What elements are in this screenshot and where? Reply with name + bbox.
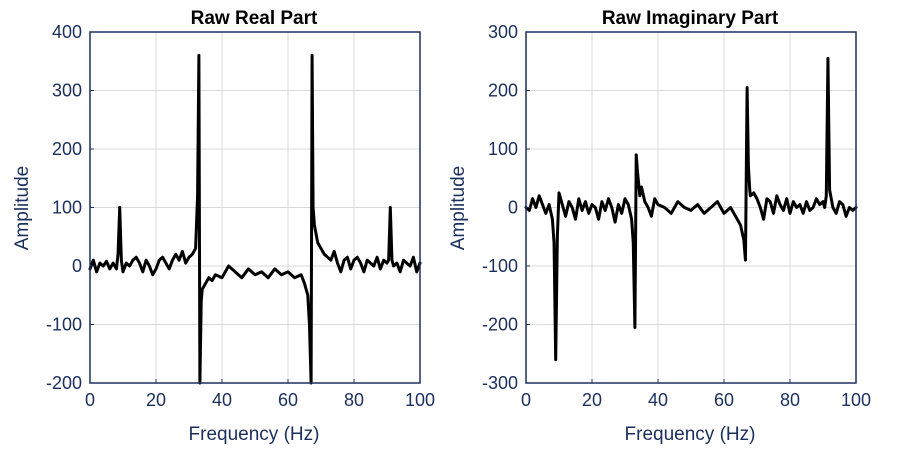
- y-tick-label: -100: [482, 256, 518, 276]
- series-line: [524, 56, 858, 362]
- y-tick-label: -100: [46, 315, 82, 335]
- series-layer: [88, 53, 422, 385]
- y-tick-label: 0: [72, 256, 82, 276]
- grid: [90, 32, 420, 383]
- y-tick-label: 300: [52, 81, 82, 101]
- grid: [526, 32, 856, 383]
- x-tick-label: 0: [521, 390, 531, 410]
- x-tick-label: 20: [146, 390, 166, 410]
- x-axis-label: Frequency (Hz): [189, 424, 320, 445]
- y-tick-label: 200: [488, 81, 518, 101]
- ticks: 0 20 40 60 80 100 -200 -100 0 100 200 300 400: [46, 22, 435, 410]
- x-tick-label: 20: [582, 390, 602, 410]
- x-tick-label: 100: [841, 390, 871, 410]
- y-tick-label: 100: [52, 198, 82, 218]
- y-tick-label: -300: [482, 373, 518, 393]
- x-tick-label: 40: [648, 390, 668, 410]
- x-tick-label: 40: [212, 390, 232, 410]
- y-tick-label: -200: [46, 373, 82, 393]
- chart-raw-imaginary-part: Raw Imaginary Part 0 20 40 60 80 100 -300 -200 -…: [448, 8, 871, 445]
- y-tick-label: 100: [488, 139, 518, 159]
- x-tick-label: 0: [85, 390, 95, 410]
- y-tick-label: 400: [52, 22, 82, 42]
- x-axis-label: Frequency (Hz): [625, 424, 756, 445]
- x-tick-label: 100: [405, 390, 435, 410]
- x-tick-label: 80: [344, 390, 364, 410]
- series-layer: [524, 56, 858, 362]
- ticks: 0 20 40 60 80 100 -300 -200 -100 0 100 200 300: [482, 22, 871, 410]
- x-tick-label: 60: [714, 390, 734, 410]
- y-axis-label: Amplitude: [12, 166, 33, 251]
- y-tick-label: 200: [52, 139, 82, 159]
- y-tick-label: 0: [508, 198, 518, 218]
- series-line: [88, 53, 422, 385]
- chart-title: Raw Imaginary Part: [602, 8, 779, 29]
- y-tick-label: 300: [488, 22, 518, 42]
- x-tick-label: 80: [780, 390, 800, 410]
- chart-title: Raw Real Part: [191, 8, 318, 29]
- y-axis-label: Amplitude: [448, 166, 469, 251]
- x-tick-label: 60: [278, 390, 298, 410]
- chart-raw-real-part: Raw Real Part 0 20 40 60 80 100 -200 -100 0 100 20…: [12, 8, 435, 445]
- y-tick-label: -200: [482, 315, 518, 335]
